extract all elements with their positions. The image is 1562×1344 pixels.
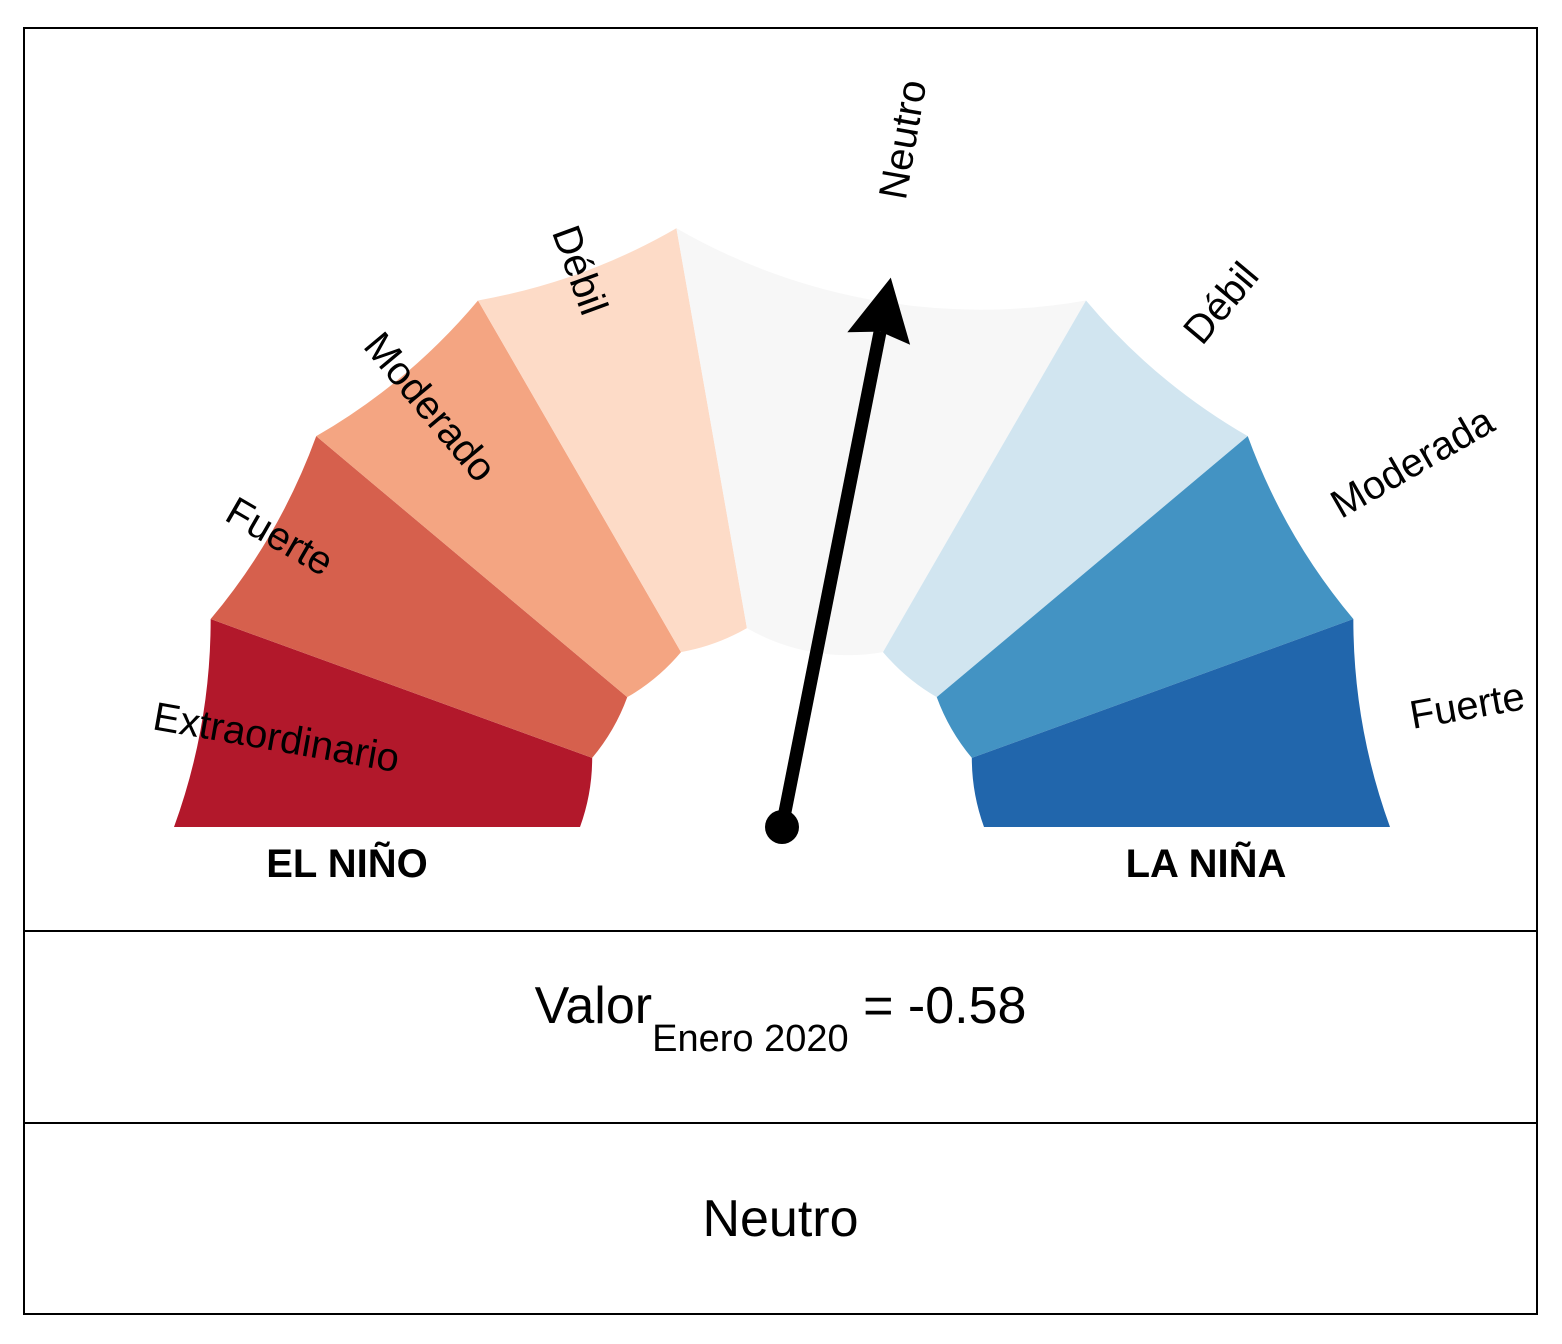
segment-label-6: Moderada xyxy=(1324,399,1503,528)
needle-shaft xyxy=(775,330,887,829)
gauge-segment-1 xyxy=(210,436,628,758)
value-number: -0.58 xyxy=(907,977,1027,1035)
gauge-segment-0 xyxy=(174,619,593,827)
gauge-segment-3 xyxy=(478,228,747,653)
gauge-segment-7 xyxy=(971,619,1390,827)
el-nino-label: EL NIÑO xyxy=(266,840,428,886)
value-readout: ValorEnero 2020 = -0.58 xyxy=(535,980,1027,1058)
gauge-segment-2 xyxy=(316,300,681,698)
value-label: Valor xyxy=(534,977,653,1035)
segment-label-5: Débil xyxy=(1175,254,1267,352)
value-panel: ValorEnero 2020 = -0.58 xyxy=(25,932,1536,1122)
gauge-panel: Extraordinario Fuerte Moderado Débil Neutro D… xyxy=(25,29,1536,930)
gauge-segment-4 xyxy=(676,228,1086,656)
needle-arrowhead xyxy=(847,277,911,345)
figure-frame: Extraordinario Fuerte Moderado Débil Neutro D… xyxy=(23,27,1538,1315)
segment-label-7: Fuerte xyxy=(1406,674,1527,737)
status-text: Neutro xyxy=(702,1189,859,1248)
value-equals-sign: = xyxy=(863,977,894,1035)
panel-divider xyxy=(25,1122,1536,1124)
la-nina-label: LA NIÑA xyxy=(1126,840,1287,886)
gauge-segment-5 xyxy=(883,300,1248,698)
segment-label-4: Neutro xyxy=(871,77,935,203)
gauge-chart: ExtraordinarioFuerteModeradoDébilNeutroD… xyxy=(150,77,1528,886)
gauge-segment-6 xyxy=(936,436,1354,758)
panel-divider xyxy=(25,930,1536,932)
value-period: Enero 2020 xyxy=(652,1018,849,1060)
status-panel: Neutro xyxy=(25,1124,1536,1313)
needle-pivot xyxy=(765,810,799,844)
